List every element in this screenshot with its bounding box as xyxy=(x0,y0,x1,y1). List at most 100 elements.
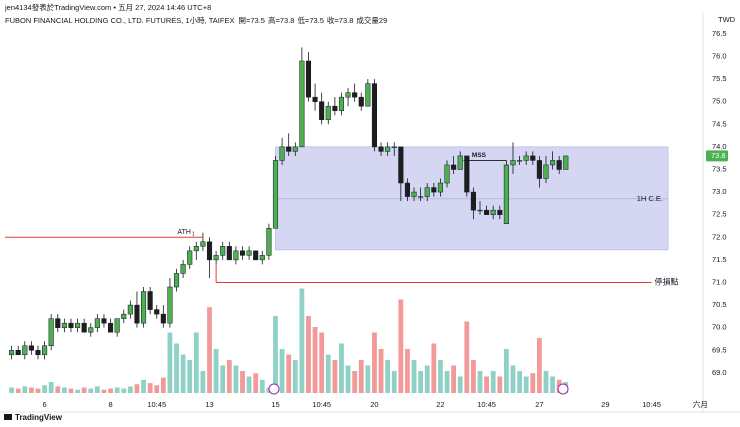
ath-label: ATH xyxy=(177,229,190,236)
volume-bar xyxy=(352,371,358,393)
volume-bar xyxy=(28,387,34,393)
candle-body xyxy=(127,304,133,315)
candle-body xyxy=(470,191,476,211)
candle-body xyxy=(378,146,384,152)
x-tick-label: 27 xyxy=(535,400,543,409)
volume-bar xyxy=(141,379,146,393)
ohlc-legend: 低=73.5 xyxy=(297,15,323,25)
brand-logo xyxy=(4,414,12,420)
volume-bar xyxy=(9,387,14,393)
volume-bar xyxy=(127,386,133,393)
volume-bar xyxy=(523,376,529,393)
candle-body xyxy=(523,155,529,161)
candle-body xyxy=(484,209,490,215)
x-tick-label: 29 xyxy=(601,400,609,409)
y-tick-label: 74.5 xyxy=(712,119,727,128)
candle-body xyxy=(134,304,140,324)
volume-bar xyxy=(220,365,226,393)
volume-bar xyxy=(213,349,219,393)
candle-body xyxy=(193,246,199,252)
volume-bar xyxy=(510,365,516,393)
x-tick-label: 22 xyxy=(436,400,444,409)
volume-bar xyxy=(174,343,179,393)
stop-label: 停損點 xyxy=(655,277,679,287)
volume-bar xyxy=(121,388,127,393)
volume-bar xyxy=(61,387,67,393)
y-tick-label: 75.0 xyxy=(712,97,727,106)
zone-label: 1H C.E. xyxy=(637,194,663,203)
candle-body xyxy=(490,209,496,215)
candle-body xyxy=(543,164,549,179)
candle-body xyxy=(75,322,81,328)
candle-body xyxy=(451,164,457,170)
x-tick-label: 20 xyxy=(370,400,378,409)
candle-body xyxy=(437,182,443,193)
volume-bar xyxy=(55,386,61,393)
volume-bar xyxy=(134,384,140,393)
x-tick-label: 13 xyxy=(205,400,213,409)
volume-bar xyxy=(299,288,305,393)
y-tick-label: 72.5 xyxy=(712,210,727,219)
candle-body xyxy=(424,187,430,197)
volume-bar xyxy=(490,371,496,393)
volume-bar xyxy=(444,371,450,393)
candle-body xyxy=(411,191,417,197)
volume-bar xyxy=(471,360,476,393)
volume-bar xyxy=(477,371,483,393)
candle-body xyxy=(160,313,166,324)
candle-body xyxy=(206,241,213,261)
y-tick-label: 69.5 xyxy=(712,345,727,354)
candle-body xyxy=(358,96,364,107)
candle-body xyxy=(398,146,404,184)
candle-body xyxy=(563,155,569,170)
candle-body xyxy=(180,264,186,274)
volume-bar xyxy=(372,332,377,393)
candle-body xyxy=(391,146,397,148)
x-tick-label: 六月 xyxy=(693,399,708,409)
volume-bar xyxy=(233,365,239,393)
volume-bar xyxy=(365,365,371,393)
volume-bar xyxy=(193,332,199,393)
x-tick-label: 10:45 xyxy=(642,400,661,409)
volume-bar xyxy=(167,332,173,393)
volume-bar xyxy=(226,360,232,393)
volume-bar xyxy=(543,371,549,393)
volume-bar xyxy=(81,387,87,393)
candle-body xyxy=(292,146,298,152)
volume-bar xyxy=(180,354,186,393)
volume-bar xyxy=(88,388,94,393)
candle-body xyxy=(81,322,87,333)
volume-bar xyxy=(42,385,47,393)
volume-bar xyxy=(431,343,437,393)
candle-body xyxy=(101,318,107,324)
volume-bar xyxy=(292,360,298,393)
candle-body xyxy=(22,345,28,356)
candle-body xyxy=(140,291,147,324)
x-tick-label: 10:45 xyxy=(477,400,496,409)
candle-body xyxy=(352,92,358,98)
candle-body xyxy=(154,309,160,315)
candle-body xyxy=(418,196,424,198)
volume-bar xyxy=(246,376,252,393)
y-tick-label: 70.5 xyxy=(712,300,727,309)
candle-body xyxy=(35,350,41,356)
candle-body xyxy=(108,322,114,333)
author-line: jen4134發表於TradingView.com • 五月 27, 2024 … xyxy=(4,2,211,12)
volume-bar xyxy=(464,321,470,393)
volume-bar xyxy=(319,332,325,393)
candle-body xyxy=(226,246,232,261)
candle-body xyxy=(121,313,127,319)
candle-body xyxy=(312,96,318,102)
x-tick-label: 8 xyxy=(108,400,112,409)
candle-body xyxy=(55,318,61,328)
candle-body xyxy=(200,241,206,247)
candle-body xyxy=(28,345,34,351)
volume-bar xyxy=(147,383,153,393)
candle-body xyxy=(550,160,556,166)
candle-body xyxy=(338,96,345,111)
candle-body xyxy=(68,322,74,328)
candle-body xyxy=(147,291,153,310)
candle-body xyxy=(61,322,67,328)
candle-body xyxy=(325,105,331,121)
